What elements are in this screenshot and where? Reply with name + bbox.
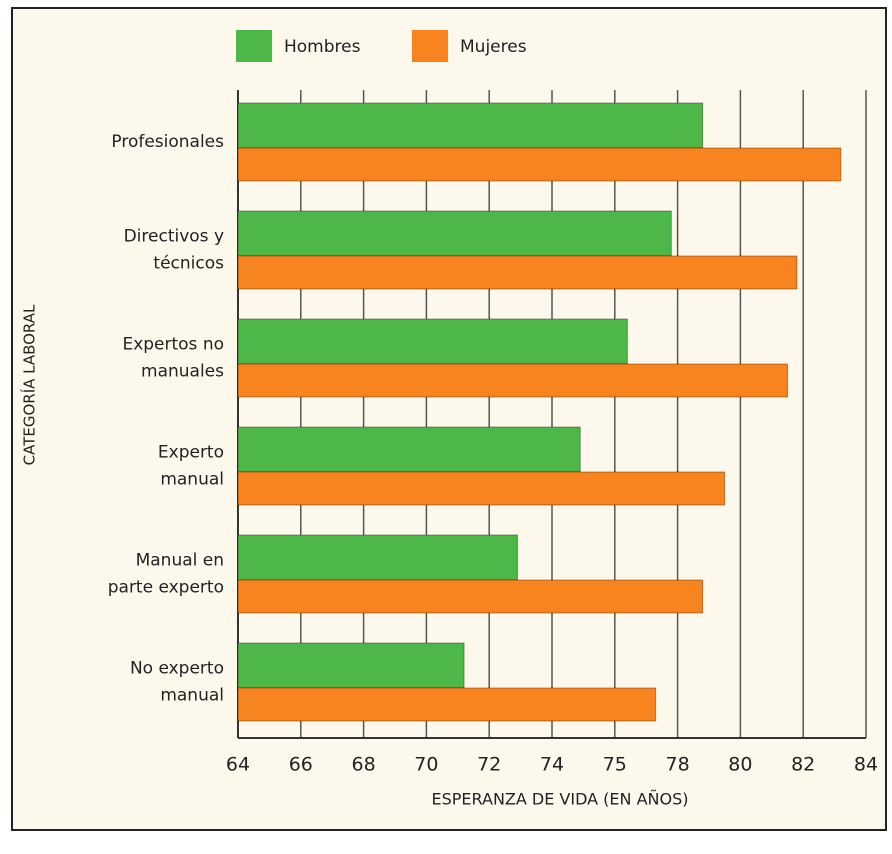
legend-swatch <box>236 30 272 62</box>
y-tick-label: Expertos no <box>122 335 224 355</box>
bar <box>237 255 798 290</box>
bar <box>237 210 672 257</box>
bar <box>237 426 581 473</box>
x-tick-label: 74 <box>540 754 564 776</box>
bar <box>237 471 726 506</box>
x-tick-label: 75 <box>603 754 627 776</box>
x-tick-label: 84 <box>854 754 878 776</box>
x-tick-label: 72 <box>477 754 501 776</box>
legend-swatch <box>412 30 448 62</box>
bar <box>237 363 788 398</box>
bar <box>237 102 704 149</box>
y-tick-label: No experto <box>130 659 224 679</box>
y-tick-label: técnicos <box>153 254 224 274</box>
y-tick-label: Directivos y <box>124 227 224 247</box>
x-axis-title: ESPERANZA DE VIDA (EN AÑOS) <box>432 790 689 809</box>
x-tick-label: 70 <box>414 754 438 776</box>
x-tick-label: 82 <box>791 754 815 776</box>
y-tick-label: manual <box>160 686 224 706</box>
legend-label: Hombres <box>284 37 361 57</box>
bar <box>237 642 465 689</box>
y-tick-label: Manual en <box>136 551 224 571</box>
bar <box>237 687 657 722</box>
bar <box>237 579 704 614</box>
x-tick-label: 68 <box>352 754 376 776</box>
y-tick-label: manuales <box>141 362 224 382</box>
y-tick-label: Experto <box>158 443 224 463</box>
x-tick-label: 80 <box>728 754 752 776</box>
x-tick-label: 78 <box>666 754 690 776</box>
y-tick-label: Profesionales <box>111 132 224 152</box>
bar <box>237 534 518 581</box>
bar <box>237 318 628 365</box>
y-tick-label: manual <box>160 470 224 490</box>
x-tick-label: 64 <box>226 754 250 776</box>
x-tick-label: 66 <box>289 754 313 776</box>
bar <box>237 147 842 182</box>
y-axis-title: CATEGORÍA LABORAL <box>20 304 39 465</box>
y-tick-label: parte experto <box>108 578 224 598</box>
legend-label: Mujeres <box>460 37 527 57</box>
